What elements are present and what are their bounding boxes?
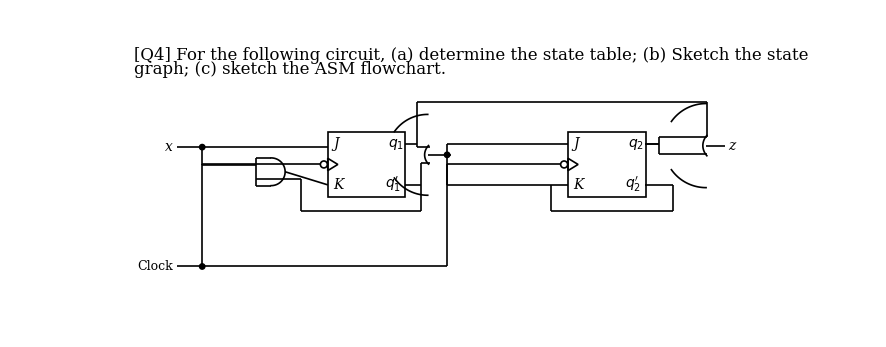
Circle shape (445, 152, 450, 158)
Bar (568, 132, 646, 197)
Text: J: J (573, 137, 579, 151)
Text: x: x (165, 140, 173, 154)
Text: graph; (c) sketch the ASM flowchart.: graph; (c) sketch the ASM flowchart. (134, 61, 446, 78)
Text: [Q4] For the following circuit, (a) determine the state table; (b) Sketch the st: [Q4] For the following circuit, (a) dete… (134, 47, 809, 64)
Text: K: K (573, 178, 584, 192)
Text: $q_1$: $q_1$ (388, 137, 404, 152)
Text: $q_1'$: $q_1'$ (385, 175, 401, 194)
Bar (328, 132, 405, 197)
Circle shape (199, 144, 205, 150)
Text: J: J (333, 137, 338, 151)
Text: Clock: Clock (137, 260, 173, 273)
Text: $q_2'$: $q_2'$ (626, 175, 641, 194)
Text: z: z (727, 138, 735, 153)
Circle shape (199, 264, 205, 269)
Text: $q_2$: $q_2$ (628, 137, 644, 152)
Text: K: K (333, 178, 344, 192)
